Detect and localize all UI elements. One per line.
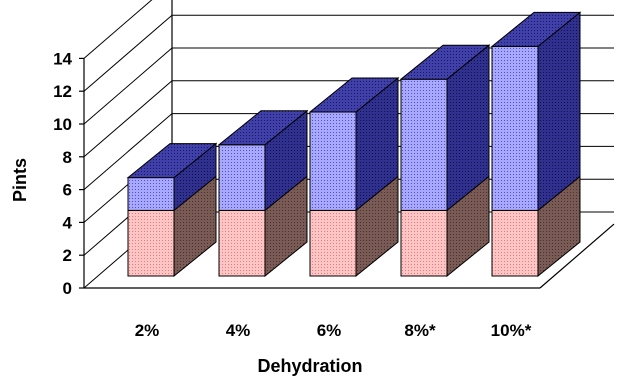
bar-segment-front (127, 177, 175, 211)
x-category-label: 10%* (491, 321, 532, 340)
x-axis-title: Dehydration (257, 356, 362, 376)
y-axis-ticks: 0 2 4 6 8 10 12 14 (53, 49, 84, 298)
y-tick-label: 8 (63, 148, 72, 167)
bar-segment-front (400, 78, 448, 211)
bar-segment-front (491, 45, 539, 211)
bar-segment-front (491, 209, 539, 277)
bar-segment-front (309, 111, 357, 211)
bar-segment-front (309, 209, 357, 277)
y-axis-title: Pints (10, 158, 30, 202)
y-tick-label: 14 (53, 49, 72, 68)
gridline-side (83, 0, 153, 59)
bar-top-face (399, 44, 491, 80)
bars-group (126, 11, 582, 278)
bar-segment-front (218, 209, 266, 277)
floor-right-edge (539, 223, 615, 289)
x-axis-categories: 2% 4% 6% 8%* 10%* (135, 321, 532, 340)
y-tick-label: 0 (63, 279, 72, 298)
bar-segment-front (218, 144, 266, 211)
x-category-label: 4% (226, 321, 251, 340)
bar-segment-side (537, 11, 581, 212)
gridline-side (83, 14, 173, 92)
y-tick-label: 2 (63, 246, 72, 265)
gridline-side (83, 80, 173, 158)
gridline-side (83, 47, 173, 125)
bar-segment-front (400, 209, 448, 277)
bar-top-face (490, 11, 582, 47)
x-category-label: 8%* (404, 321, 436, 340)
y-tick-label: 10 (53, 115, 72, 134)
bar-top-face (308, 77, 400, 113)
x-category-label: 6% (317, 321, 342, 340)
bar-top-face (217, 110, 309, 146)
y-tick-label: 12 (53, 82, 72, 101)
y-tick-label: 4 (63, 213, 73, 232)
gridline-side (83, 113, 173, 190)
x-category-label: 2% (135, 321, 160, 340)
bar-segment-front (127, 209, 175, 277)
y-tick-label: 6 (63, 181, 72, 200)
bar-top-face (126, 143, 218, 179)
